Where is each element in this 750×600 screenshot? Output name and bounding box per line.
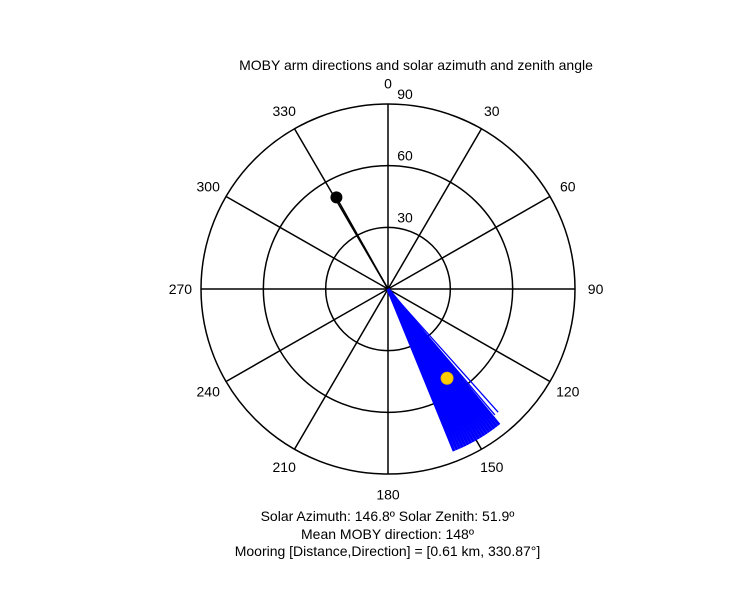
angle-tick-label: 0 xyxy=(384,76,392,92)
solar-caption: Solar Azimuth: 146.8º Solar Zenith: 51.9… xyxy=(260,508,515,524)
mooring-direction-line xyxy=(335,197,389,290)
radial-tick-label: 60 xyxy=(397,148,413,164)
spoke-60 xyxy=(387,195,551,290)
angle-labels: 0 30 60 90 120 150 180 210 240 270 300 330 30 60 90 xyxy=(169,76,604,503)
sun-marker xyxy=(440,371,454,385)
spoke-120 xyxy=(387,288,551,383)
markers xyxy=(330,191,454,385)
spoke-30 xyxy=(387,128,483,290)
moby-direction-caption: Mean MOBY direction: 148º xyxy=(301,526,474,542)
angle-tick-label: 210 xyxy=(273,459,297,475)
angle-tick-label: 330 xyxy=(273,103,297,119)
chart-title: MOBY arm directions and solar azimuth an… xyxy=(239,57,593,73)
angle-tick-label: 120 xyxy=(556,384,580,400)
mooring-caption: Mooring [Distance,Direction] = [0.61 km,… xyxy=(234,543,541,559)
spoke-300 xyxy=(225,195,389,290)
angle-tick-label: 30 xyxy=(484,103,500,119)
angle-tick-label: 240 xyxy=(197,384,221,400)
mooring-marker xyxy=(330,191,343,204)
angle-tick-label: 90 xyxy=(588,281,604,297)
spoke-210 xyxy=(293,288,389,450)
spoke-240 xyxy=(225,288,389,383)
moby-arm-line xyxy=(387,288,496,416)
angle-tick-label: 270 xyxy=(169,281,193,297)
radial-tick-label: 30 xyxy=(397,209,413,225)
angle-tick-label: 60 xyxy=(560,178,576,194)
angle-tick-label: 150 xyxy=(480,459,504,475)
moby-arm-lines xyxy=(386,288,501,452)
moby-arm-line xyxy=(387,288,499,413)
angle-tick-label: 300 xyxy=(197,178,221,194)
moby-arm-line xyxy=(386,288,456,452)
radial-tick-label: 90 xyxy=(397,86,413,102)
angle-tick-label: 180 xyxy=(376,486,400,502)
